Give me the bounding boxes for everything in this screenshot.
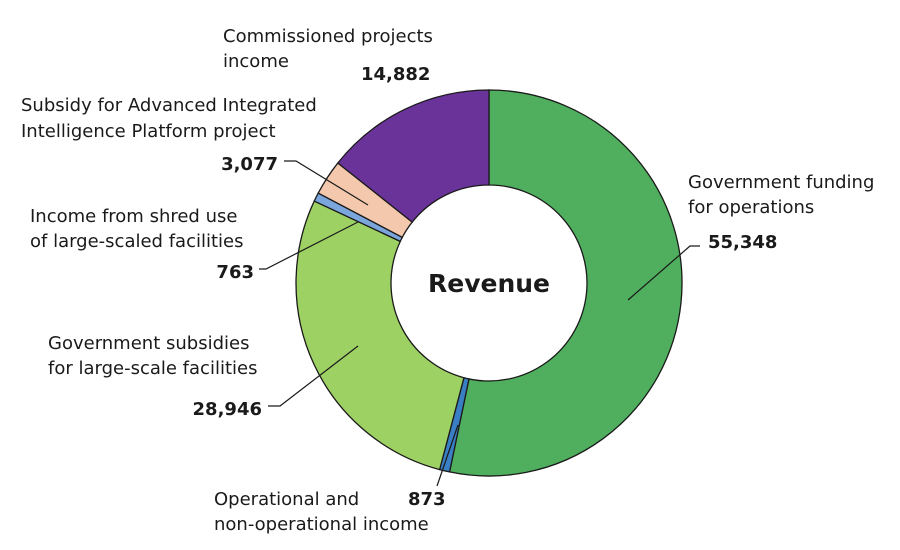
leader-line-gov-funding-operations <box>627 245 700 301</box>
slice-label-gov-subsidies-facilities: Government subsidies <box>48 333 249 354</box>
slice-gov-funding-operations <box>448 89 683 477</box>
slice-label-gov-subsidies-facilities: for large-scale facilities <box>48 358 257 379</box>
slice-value-gov-funding-operations: 55,348 <box>708 232 777 253</box>
slice-label-commissioned-projects: Commissioned projects <box>223 26 433 47</box>
slice-label-aip-subsidy: Intelligence Platform project <box>21 121 276 142</box>
leader-line-operational-income <box>436 424 459 487</box>
slice-label-gov-funding-operations: Government funding <box>688 172 874 193</box>
slice-value-gov-subsidies-facilities: 28,946 <box>193 399 262 420</box>
slice-label-shared-use-income: Income from shred use <box>30 206 237 227</box>
slice-gov-subsidies-facilities <box>295 200 465 471</box>
slice-value-operational-income: 873 <box>408 489 446 510</box>
leader-line-gov-subsidies-facilities <box>268 345 359 407</box>
leader-line-shared-use-income <box>259 221 359 270</box>
slice-value-commissioned-projects: 14,882 <box>361 64 430 85</box>
slice-label-shared-use-income: of large-scaled facilities <box>30 231 244 252</box>
slice-value-aip-subsidy: 3,077 <box>221 154 278 175</box>
slice-label-operational-income: Operational and <box>214 489 359 510</box>
labels-layer: Government funding for operations 55,348 Op… <box>21 26 874 535</box>
slice-label-operational-income: non-operational income <box>214 514 429 535</box>
slice-label-commissioned-projects: income <box>223 51 289 72</box>
leaders-layer <box>259 160 700 487</box>
leader-line-aip-subsidy <box>284 160 369 206</box>
slices-layer <box>295 89 683 477</box>
slice-value-shared-use-income: 763 <box>216 262 254 283</box>
slice-label-gov-funding-operations: for operations <box>688 197 814 218</box>
slice-commissioned-projects <box>336 89 490 224</box>
chart-center-title: Revenue <box>428 269 550 298</box>
slice-label-aip-subsidy: Subsidy for Advanced Integrated <box>21 95 317 116</box>
